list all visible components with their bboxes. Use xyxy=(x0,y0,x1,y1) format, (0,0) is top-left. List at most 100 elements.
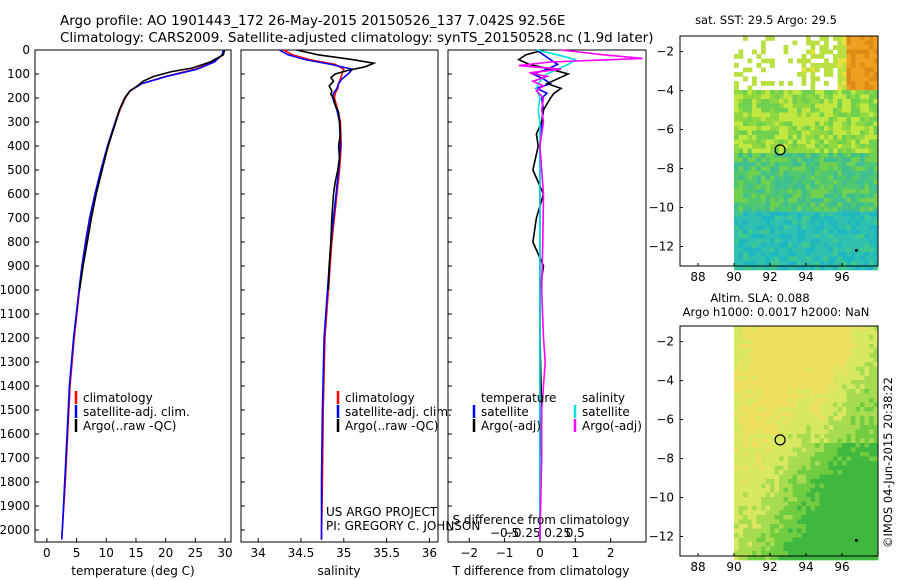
map-cell xyxy=(842,54,847,59)
map-cell xyxy=(864,384,870,390)
map-cell xyxy=(806,238,811,244)
map-cell xyxy=(833,202,838,208)
map-cell xyxy=(810,211,816,217)
map-cell xyxy=(765,348,771,354)
map-cell xyxy=(842,72,847,77)
map-cell xyxy=(846,398,852,403)
map-cell xyxy=(833,506,838,511)
map-cell xyxy=(783,551,789,556)
map-cell xyxy=(797,497,802,502)
map-cell xyxy=(774,344,780,349)
map-cell xyxy=(815,90,820,95)
map-cell xyxy=(788,326,793,331)
map-cell xyxy=(788,357,793,363)
map-cell xyxy=(864,362,870,367)
map-cell xyxy=(774,492,780,498)
map-cell xyxy=(761,389,766,394)
map-cell xyxy=(851,103,856,109)
map-cell xyxy=(738,443,744,448)
map-cell xyxy=(824,474,829,480)
map-cell xyxy=(734,139,739,145)
map-cell xyxy=(846,76,852,82)
map-cell xyxy=(833,389,838,394)
map-cell xyxy=(779,524,784,529)
map-cell xyxy=(779,90,784,95)
map-cell xyxy=(774,189,780,194)
map-cell xyxy=(828,243,834,248)
map-cell xyxy=(752,265,757,271)
map-cell xyxy=(806,524,811,529)
y-tick-label: −2 xyxy=(656,335,674,349)
map-cell xyxy=(738,371,744,376)
map-cell xyxy=(869,510,874,516)
map-cell xyxy=(810,434,816,439)
map-cell xyxy=(788,407,793,412)
map-cell xyxy=(824,524,829,529)
map-cell xyxy=(770,434,775,439)
map-cell xyxy=(819,407,825,412)
map-cell xyxy=(797,353,802,358)
map-cell xyxy=(846,357,852,363)
map-cell xyxy=(869,384,874,390)
map-cell xyxy=(855,384,861,390)
map-cell xyxy=(842,36,847,41)
map-cell xyxy=(810,216,816,221)
map-cell xyxy=(783,139,789,145)
map-cell xyxy=(833,63,838,68)
map-cell xyxy=(770,130,775,136)
map-cell xyxy=(837,49,843,55)
map-cell xyxy=(801,479,807,484)
map-cell xyxy=(770,112,775,118)
map-cell xyxy=(752,492,757,498)
map-cell xyxy=(792,492,798,498)
map-cell xyxy=(770,171,775,176)
map-cell xyxy=(770,103,775,109)
map-cell xyxy=(810,117,816,122)
map-cell xyxy=(797,247,802,253)
map-cell xyxy=(824,326,829,331)
map-cell xyxy=(734,519,739,525)
map-cell xyxy=(855,537,861,543)
map-cell xyxy=(779,357,784,363)
map-cell xyxy=(747,438,753,444)
map-cell xyxy=(792,121,798,127)
map-cell xyxy=(738,402,744,408)
map-cell xyxy=(855,510,861,516)
map-cell xyxy=(824,211,829,217)
map-cell xyxy=(752,438,757,444)
map-cell xyxy=(873,135,879,140)
map-cell xyxy=(815,393,820,399)
map-cell xyxy=(864,474,870,480)
map-cell xyxy=(761,94,766,100)
map-cell xyxy=(761,344,766,349)
sla-map-title-1: Altim. SLA: 0.088 xyxy=(710,291,809,305)
map-cell xyxy=(783,393,789,399)
map-cell xyxy=(842,497,847,502)
map-cell xyxy=(783,335,789,340)
map-cell xyxy=(752,171,757,176)
map-cell xyxy=(819,380,825,385)
map-cell xyxy=(806,189,811,194)
map-cell xyxy=(806,542,811,547)
map-cell xyxy=(860,103,865,109)
map-cell xyxy=(788,456,793,462)
map-cell xyxy=(734,103,739,109)
map-cell xyxy=(770,162,775,167)
map-cell xyxy=(824,402,829,408)
salinity-legend: climatology satellite-adj. clim. Argo(..… xyxy=(336,391,452,433)
map-cell xyxy=(851,256,856,262)
map-cell xyxy=(774,202,780,208)
map-cell xyxy=(801,380,807,385)
map-cell xyxy=(797,103,802,109)
map-cell xyxy=(797,326,802,331)
map-cell xyxy=(819,362,825,367)
map-cell xyxy=(855,216,861,221)
map-cell xyxy=(788,362,793,367)
map-cell xyxy=(765,108,771,113)
map-cell xyxy=(806,488,811,493)
map-cell xyxy=(837,171,843,176)
map-cell xyxy=(747,112,753,118)
map-cell xyxy=(783,330,789,336)
map-cell xyxy=(860,184,865,190)
map-cell xyxy=(815,117,820,122)
